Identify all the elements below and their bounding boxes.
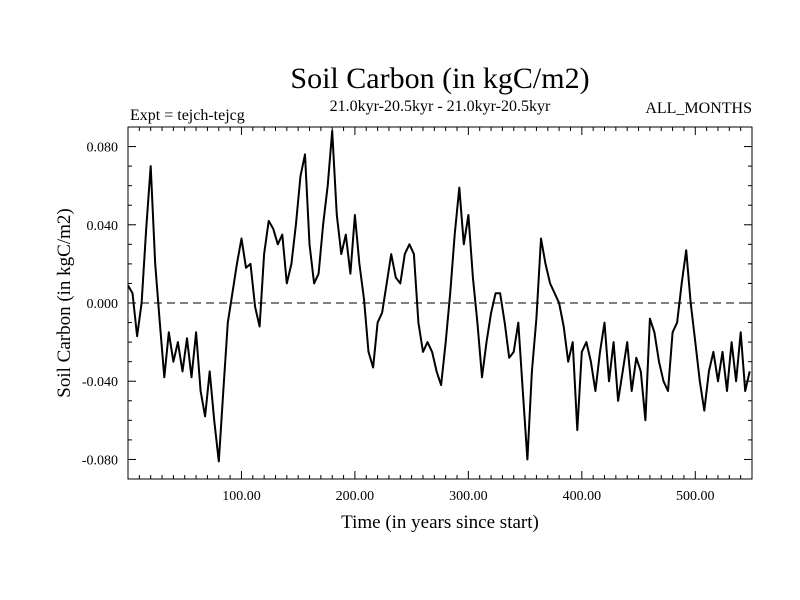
y-tick-label: -0.040	[82, 375, 118, 390]
x-tick-label: 400.00	[563, 489, 602, 504]
months-label: ALL_MONTHS	[645, 100, 752, 117]
y-tick-label: 0.080	[87, 141, 119, 156]
y-axis-title: Soil Carbon (in kgC/m2)	[54, 208, 75, 397]
chart-title: Soil Carbon (in kgC/m2)	[290, 62, 589, 95]
x-tick-label: 100.00	[222, 489, 261, 504]
axis-tick-labels: 100.00 200.00 300.00 400.00 500.00 -0.080 -0.0…	[82, 141, 715, 504]
x-tick-label: 500.00	[676, 489, 715, 504]
soil-carbon-series-line	[127, 129, 751, 463]
x-tick-label: 200.00	[336, 489, 375, 504]
y-tick-label: 0.000	[87, 297, 119, 312]
x-axis-title: Time (in years since start)	[341, 512, 539, 533]
experiment-label: Expt = tejch-tejcg	[130, 107, 245, 124]
y-tick-label: -0.080	[82, 453, 118, 468]
axis-ticks	[128, 127, 752, 479]
x-tick-label: 300.00	[449, 489, 488, 504]
y-tick-label: 0.040	[87, 219, 119, 234]
period-label: 21.0kyr-20.5kyr - 21.0kyr-20.5kyr	[330, 98, 551, 115]
